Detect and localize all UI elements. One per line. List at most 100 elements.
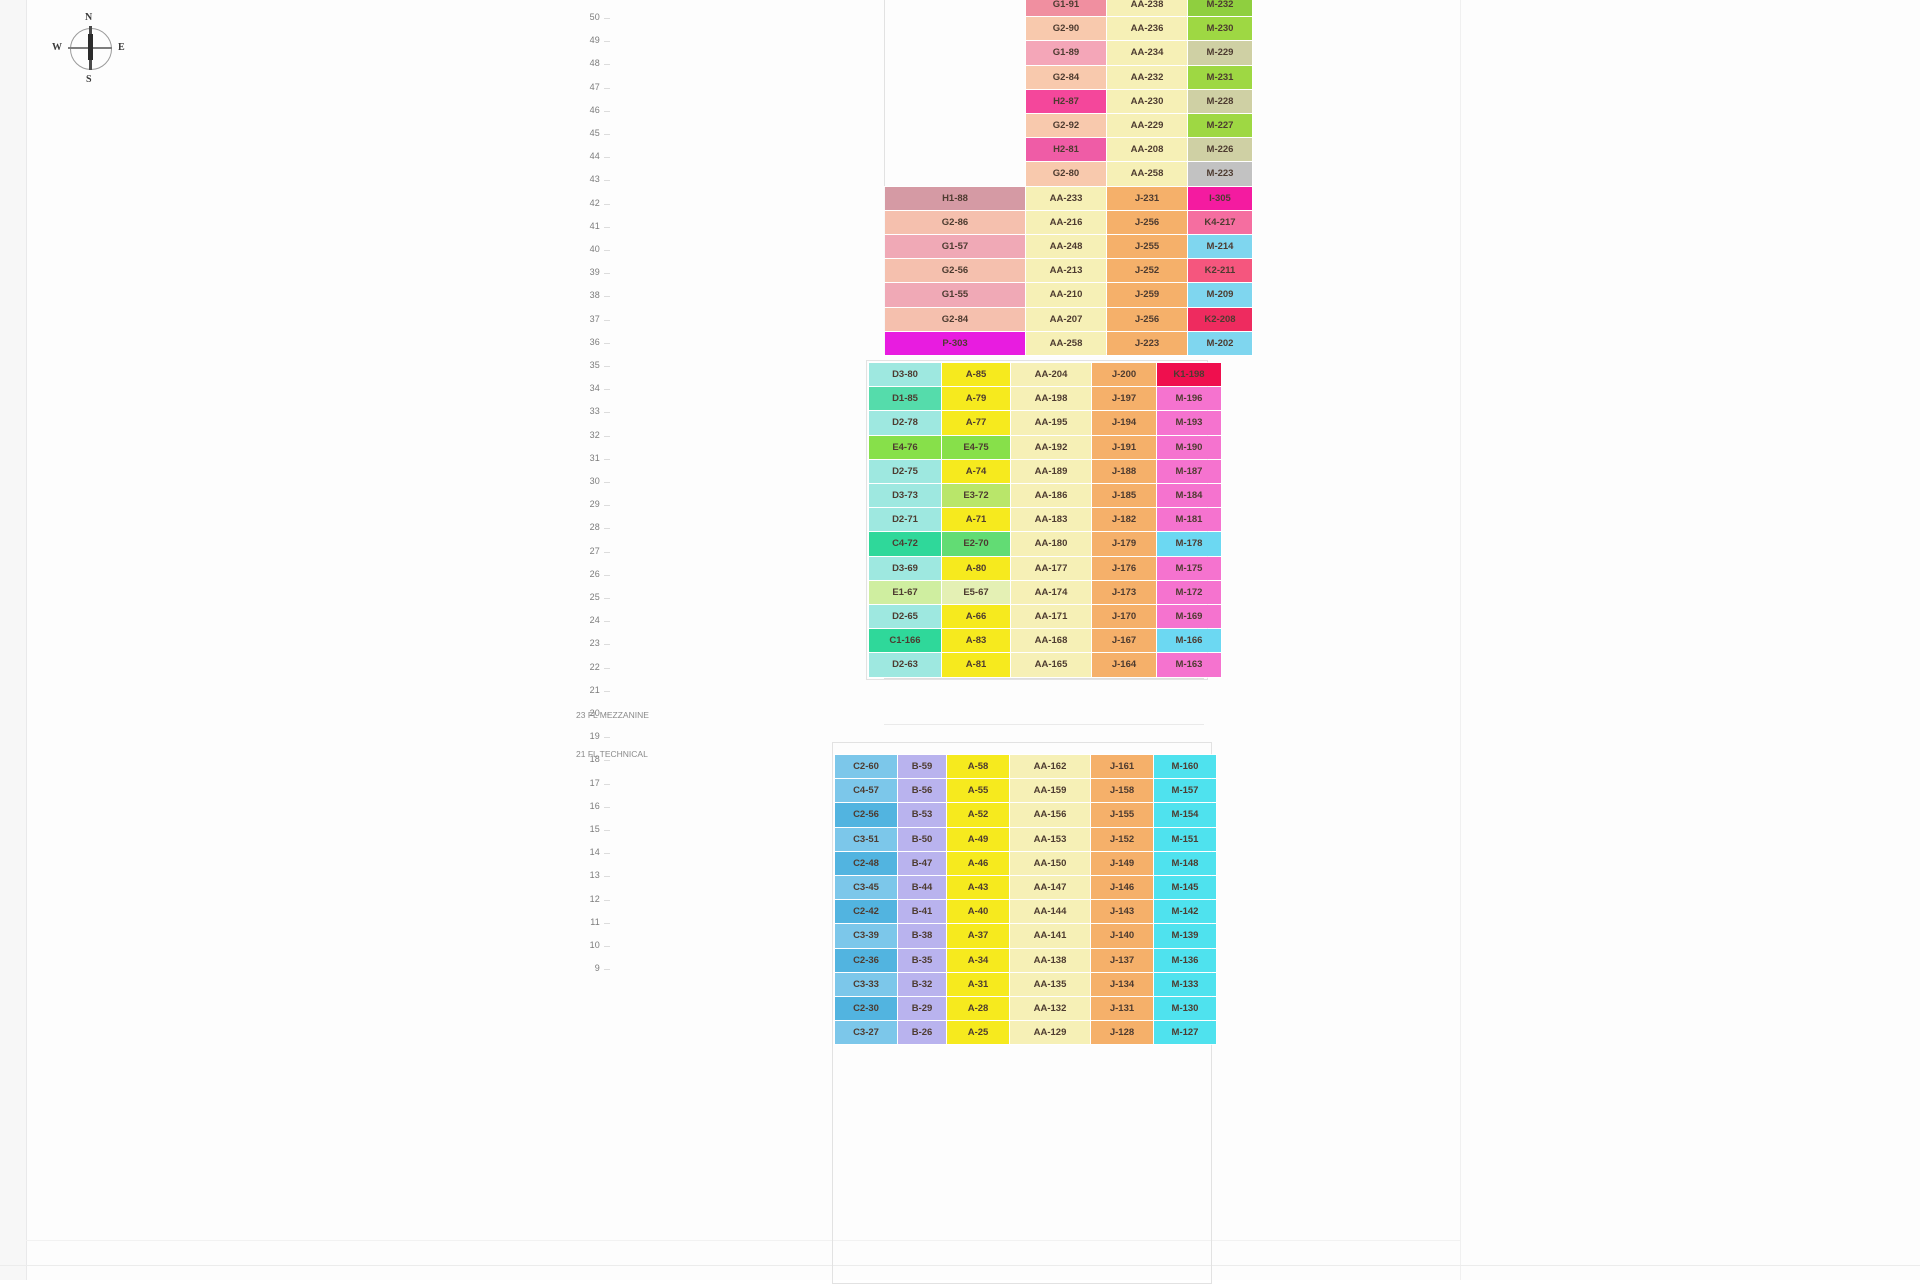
schedule-cell[interactable]: C3-39: [834, 923, 898, 949]
schedule-cell[interactable]: AA-132: [1009, 996, 1091, 1022]
schedule-cell[interactable]: E1-67: [868, 579, 942, 606]
schedule-cell[interactable]: G1-57: [884, 234, 1026, 260]
schedule-cell[interactable]: AA-192: [1010, 434, 1092, 460]
schedule-cell[interactable]: J-170: [1091, 604, 1157, 630]
schedule-cell[interactable]: J-259: [1106, 282, 1188, 308]
schedule-cell[interactable]: B-35: [897, 947, 947, 973]
schedule-cell[interactable]: G2-90: [1025, 16, 1107, 42]
schedule-cell[interactable]: K4-217: [1187, 209, 1253, 236]
schedule-cell[interactable]: AA-258: [1025, 330, 1107, 357]
schedule-cell[interactable]: J-134: [1090, 971, 1154, 998]
schedule-cell[interactable]: B-47: [897, 850, 947, 877]
schedule-cell[interactable]: C2-60: [834, 753, 898, 780]
schedule-cell[interactable]: AA-165: [1010, 652, 1092, 678]
schedule-cell[interactable]: AA-207: [1025, 306, 1107, 332]
schedule-cell[interactable]: C2-36: [834, 947, 898, 973]
schedule-cell[interactable]: K2-211: [1187, 258, 1253, 284]
schedule-cell[interactable]: J-164: [1091, 652, 1157, 678]
schedule-cell[interactable]: C4-57: [834, 778, 898, 804]
schedule-cell[interactable]: J-191: [1091, 434, 1157, 460]
schedule-cell[interactable]: A-34: [946, 947, 1010, 973]
schedule-cell[interactable]: AA-198: [1010, 386, 1092, 412]
schedule-cell[interactable]: M-139: [1153, 923, 1217, 949]
schedule-cell[interactable]: J-182: [1091, 507, 1157, 533]
schedule-cell[interactable]: J-167: [1091, 628, 1157, 654]
schedule-cell[interactable]: J-128: [1090, 1020, 1154, 1046]
schedule-cell[interactable]: AA-248: [1025, 234, 1107, 260]
schedule-cell[interactable]: J-155: [1090, 802, 1154, 828]
schedule-cell[interactable]: AA-232: [1106, 64, 1188, 90]
schedule-cell[interactable]: M-227: [1187, 113, 1253, 139]
schedule-cell[interactable]: J-137: [1090, 947, 1154, 973]
schedule-cell[interactable]: AA-229: [1106, 113, 1188, 139]
schedule-cell[interactable]: P-303: [884, 330, 1026, 357]
schedule-cell[interactable]: C1-166: [868, 628, 942, 654]
schedule-cell[interactable]: J-152: [1090, 826, 1154, 852]
schedule-cell[interactable]: M-214: [1187, 234, 1253, 260]
schedule-cell[interactable]: AA-135: [1009, 971, 1091, 998]
schedule-cell[interactable]: M-202: [1187, 330, 1253, 357]
schedule-cell[interactable]: A-58: [946, 753, 1010, 780]
schedule-cell[interactable]: E5-67: [941, 579, 1011, 606]
schedule-cell[interactable]: E3-72: [941, 483, 1011, 509]
schedule-cell[interactable]: M-196: [1156, 386, 1222, 412]
schedule-cell[interactable]: D2-71: [868, 507, 942, 533]
schedule-cell[interactable]: M-178: [1156, 531, 1222, 557]
schedule-cell[interactable]: G2-84: [1025, 64, 1107, 90]
schedule-cell[interactable]: A-79: [941, 386, 1011, 412]
schedule-cell[interactable]: A-46: [946, 850, 1010, 877]
schedule-cell[interactable]: G1-91: [1025, 0, 1107, 18]
schedule-cell[interactable]: J-252: [1106, 258, 1188, 284]
schedule-cell[interactable]: M-157: [1153, 778, 1217, 804]
schedule-cell[interactable]: AA-153: [1009, 826, 1091, 852]
schedule-cell[interactable]: M-142: [1153, 899, 1217, 925]
schedule-cell[interactable]: M-223: [1187, 161, 1253, 187]
schedule-cell[interactable]: M-175: [1156, 555, 1222, 581]
schedule-cell[interactable]: J-200: [1091, 361, 1157, 388]
schedule-cell[interactable]: J-194: [1091, 410, 1157, 436]
schedule-cell[interactable]: AA-236: [1106, 16, 1188, 42]
schedule-cell[interactable]: J-149: [1090, 850, 1154, 877]
schedule-cell[interactable]: J-185: [1091, 483, 1157, 509]
schedule-cell[interactable]: M-229: [1187, 40, 1253, 66]
schedule-cell[interactable]: AA-177: [1010, 555, 1092, 581]
schedule-cell[interactable]: A-28: [946, 996, 1010, 1022]
schedule-cell[interactable]: D2-78: [868, 410, 942, 436]
schedule-cell[interactable]: A-43: [946, 875, 1010, 901]
schedule-cell[interactable]: J-161: [1090, 753, 1154, 780]
schedule-cell[interactable]: A-71: [941, 507, 1011, 533]
schedule-cell[interactable]: I-305: [1187, 185, 1253, 211]
schedule-cell[interactable]: B-26: [897, 1020, 947, 1046]
schedule-cell[interactable]: A-85: [941, 361, 1011, 388]
schedule-cell[interactable]: H2-81: [1025, 137, 1107, 163]
schedule-cell[interactable]: B-32: [897, 971, 947, 998]
schedule-cell[interactable]: M-232: [1187, 0, 1253, 18]
schedule-cell[interactable]: AA-150: [1009, 850, 1091, 877]
schedule-cell[interactable]: B-53: [897, 802, 947, 828]
schedule-cell[interactable]: AA-171: [1010, 604, 1092, 630]
schedule-cell[interactable]: M-209: [1187, 282, 1253, 308]
schedule-cell[interactable]: E4-75: [941, 434, 1011, 460]
schedule-cell[interactable]: J-140: [1090, 923, 1154, 949]
schedule-cell[interactable]: A-37: [946, 923, 1010, 949]
schedule-cell[interactable]: M-172: [1156, 579, 1222, 606]
schedule-cell[interactable]: A-81: [941, 652, 1011, 678]
schedule-cell[interactable]: G2-80: [1025, 161, 1107, 187]
schedule-cell[interactable]: J-231: [1106, 185, 1188, 211]
schedule-cell[interactable]: A-80: [941, 555, 1011, 581]
schedule-cell[interactable]: B-50: [897, 826, 947, 852]
schedule-cell[interactable]: E4-76: [868, 434, 942, 460]
schedule-cell[interactable]: J-143: [1090, 899, 1154, 925]
schedule-cell[interactable]: H1-88: [884, 185, 1026, 211]
schedule-cell[interactable]: B-56: [897, 778, 947, 804]
schedule-cell[interactable]: J-255: [1106, 234, 1188, 260]
schedule-cell[interactable]: B-59: [897, 753, 947, 780]
schedule-cell[interactable]: AA-180: [1010, 531, 1092, 557]
schedule-cell[interactable]: M-163: [1156, 652, 1222, 678]
schedule-cell[interactable]: B-29: [897, 996, 947, 1022]
schedule-cell[interactable]: AA-144: [1009, 899, 1091, 925]
schedule-cell[interactable]: H2-87: [1025, 88, 1107, 115]
schedule-cell[interactable]: M-230: [1187, 16, 1253, 42]
schedule-cell[interactable]: A-77: [941, 410, 1011, 436]
schedule-cell[interactable]: A-55: [946, 778, 1010, 804]
